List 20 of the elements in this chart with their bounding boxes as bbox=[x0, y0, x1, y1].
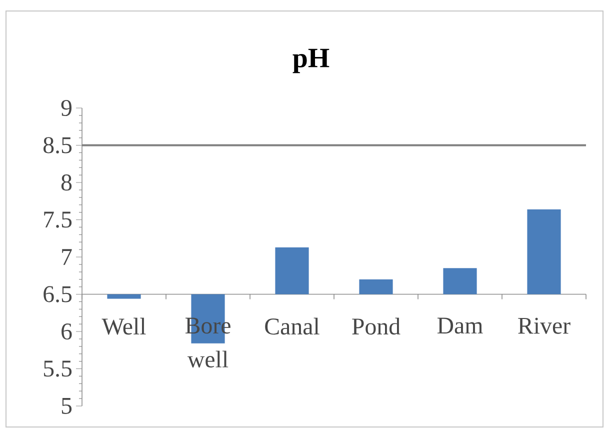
y-tick-label: 8 bbox=[61, 174, 72, 191]
x-tick-label: Dam bbox=[437, 318, 483, 334]
bar bbox=[275, 247, 309, 294]
y-tick-label: 5 bbox=[62, 398, 72, 414]
bar bbox=[443, 268, 477, 294]
y-tick-label: 6.5 bbox=[44, 286, 72, 302]
y-tick-label: 7 bbox=[62, 249, 72, 265]
x-tick-label: Well bbox=[102, 318, 146, 335]
chart-title: pH bbox=[292, 48, 330, 74]
bar bbox=[359, 279, 393, 294]
x-tick-label: River bbox=[518, 318, 570, 334]
x-tick-label: Canal bbox=[265, 318, 320, 335]
y-tick-label: 9 bbox=[61, 100, 72, 116]
x-tick-label: Pond bbox=[352, 318, 400, 335]
y-tick-label: 7.5 bbox=[44, 212, 72, 228]
bar bbox=[107, 294, 141, 299]
y-tick-label: 8.5 bbox=[44, 137, 72, 154]
bar bbox=[527, 209, 561, 294]
y-tick-label: 6 bbox=[62, 323, 72, 340]
y-tick-label: 5.5 bbox=[44, 360, 72, 377]
